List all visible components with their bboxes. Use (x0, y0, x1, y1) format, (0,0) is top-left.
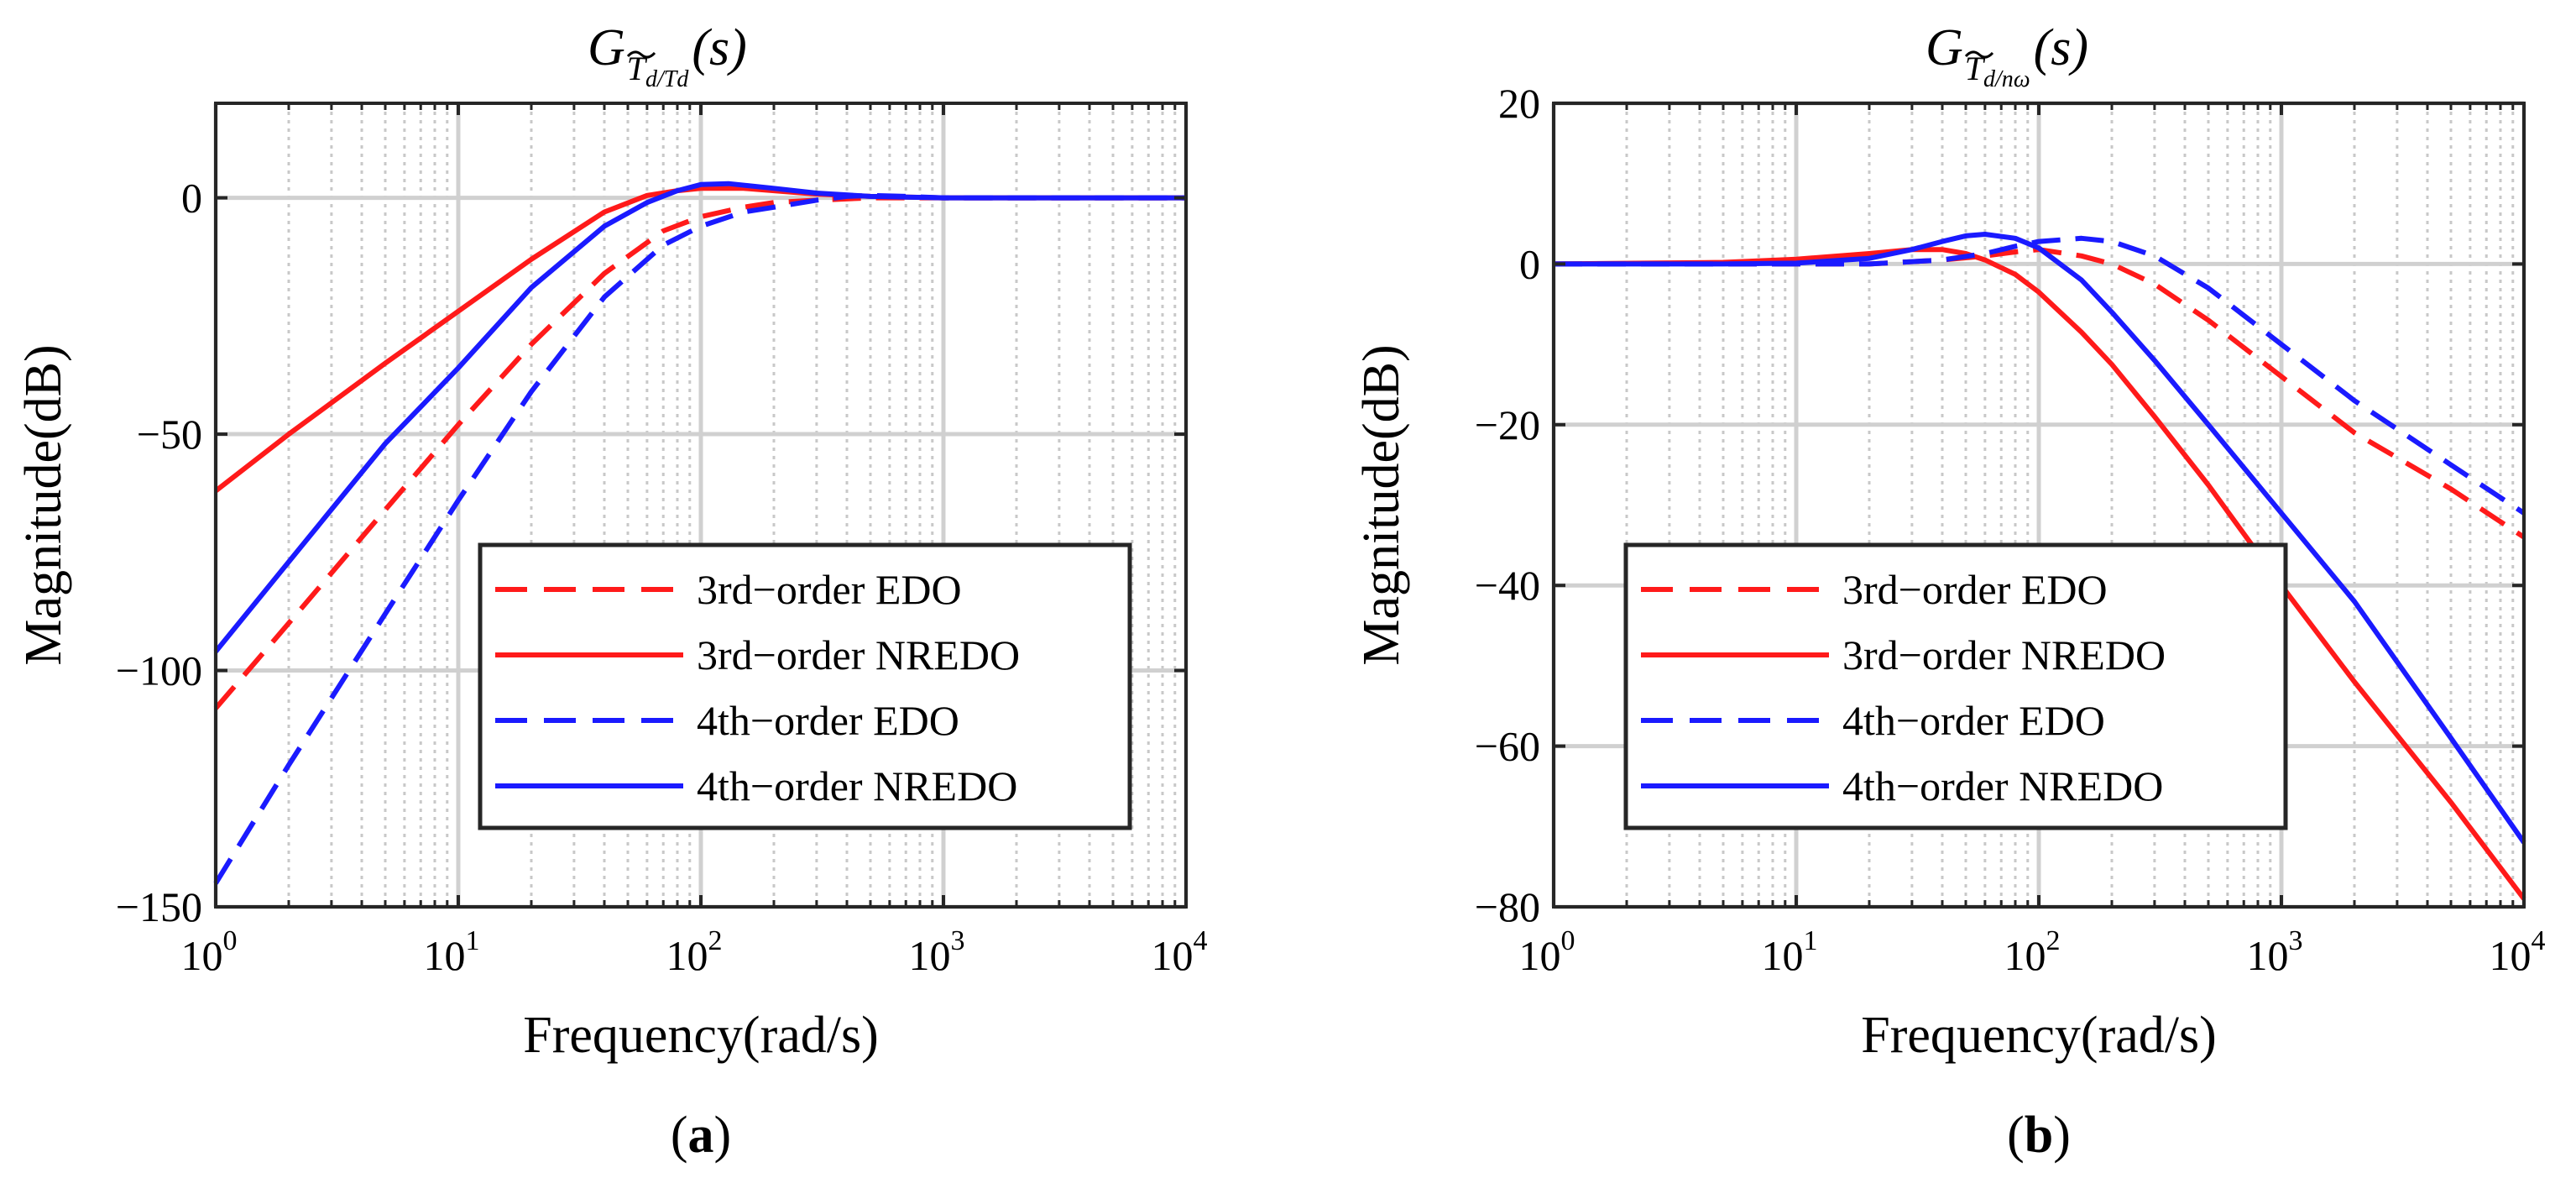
y-tick-label: −40 (1475, 562, 1540, 609)
panel-label: (a) (671, 1107, 731, 1164)
y-tick-label: −20 (1475, 401, 1540, 448)
x-axis-label: Frequency(rad/s) (523, 1007, 879, 1064)
y-axis-label: Magnitude(dB) (15, 344, 72, 665)
x-tick-label: 101 (424, 925, 480, 979)
x-tick-label: 103 (2247, 925, 2303, 979)
panel-label: (b) (2007, 1107, 2071, 1164)
x-tick-label: 102 (2004, 925, 2061, 979)
legend-box (1623, 542, 2288, 830)
x-tick-label: 104 (2490, 925, 2546, 979)
series-group (1553, 232, 2526, 901)
legend-box (478, 542, 1132, 830)
series-line-3 (1554, 235, 2526, 516)
ticks (214, 103, 1188, 909)
y-tick-label: 20 (1498, 80, 1540, 127)
x-tick-label: 100 (1519, 925, 1575, 979)
series-line-4 (1554, 232, 2526, 845)
legend-label-2: 3rd−order NREDO (1842, 631, 2166, 678)
x-axis-label: Frequency(rad/s) (1861, 1007, 2217, 1064)
series-line-1 (213, 195, 1186, 710)
legend-label-3: 4th−order EDO (697, 697, 959, 744)
y-axis-label: Magnitude(dB) (1353, 344, 1410, 665)
series-line-4 (213, 181, 1186, 653)
chart-panel-b: 100 101 102 103 104 −80 −60 −40 −20 0 20 Frequency(… (1353, 19, 2546, 1164)
chart-title: GTd/nω(s) (1925, 19, 2088, 92)
y-tick-label: 0 (181, 175, 202, 222)
y-tick-label: −80 (1475, 883, 1540, 930)
legend-label-1: 3rd−order EDO (1842, 566, 2108, 613)
y-tick-label: −100 (116, 647, 202, 694)
ticks (1552, 102, 2526, 909)
legend-label-4: 4th−order NREDO (1842, 762, 2163, 809)
x-tick-label: 103 (909, 925, 965, 979)
y-tick-label: −150 (116, 883, 202, 930)
chart-title: GTd/Td(s) (588, 19, 747, 92)
title-tilde (626, 50, 656, 59)
y-tick-label: −50 (137, 411, 202, 458)
legend: 3rd−order EDO 3rd−order NREDO 4th−order ED… (478, 542, 1132, 830)
x-tick-label: 101 (1762, 925, 1818, 979)
legend: 3rd−order EDO 3rd−order NREDO 4th−order ED… (1623, 542, 2288, 830)
y-tick-label: −60 (1475, 723, 1540, 770)
chart-panel-a: 100 101 102 103 104 −150 −100 −50 0 Frequency(rad… (15, 19, 1208, 1164)
y-tick-label: 0 (1519, 240, 1540, 287)
series-line-2 (1553, 247, 2526, 901)
legend-label-3: 4th−order EDO (1842, 697, 2105, 744)
title-tilde (1964, 50, 1994, 59)
x-tick-label: 102 (666, 925, 723, 979)
x-tick-label: 104 (1152, 925, 1208, 979)
x-tick-label: 100 (181, 925, 238, 979)
series-group (213, 181, 1186, 885)
legend-label-2: 3rd−order NREDO (697, 631, 1020, 678)
legend-label-4: 4th−order NREDO (697, 762, 1017, 809)
legend-label-1: 3rd−order EDO (697, 566, 962, 613)
